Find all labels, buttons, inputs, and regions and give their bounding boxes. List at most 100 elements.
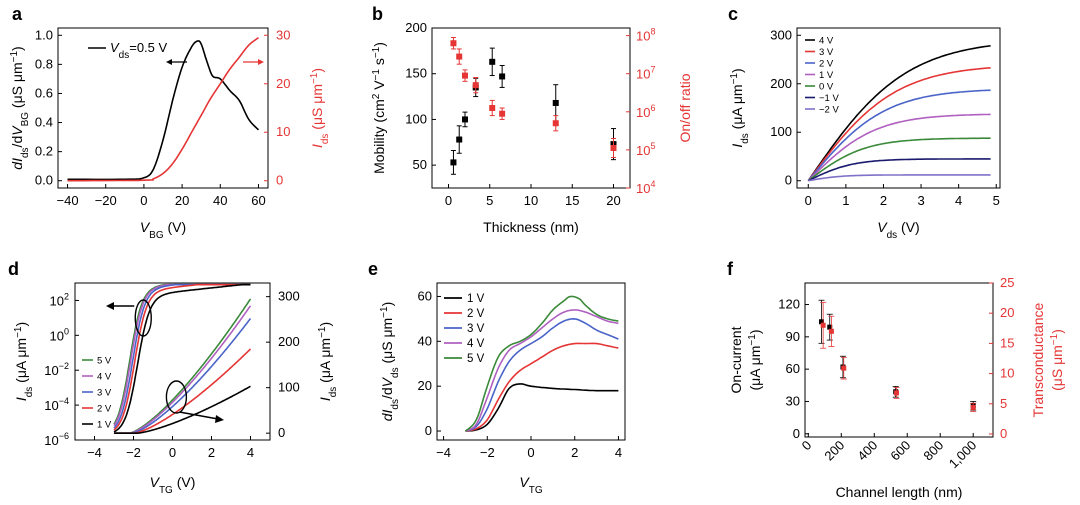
data-point <box>489 105 496 111</box>
x-tick-label: 0 <box>805 193 812 208</box>
y2-tick-label: 105 <box>636 141 655 158</box>
y2-tick-label: 100 <box>278 380 300 395</box>
log-transfer-curve <box>113 283 251 433</box>
y-tick-label: 300 <box>770 27 792 42</box>
y2-axis-label-units: (μS μm−1) <box>1049 329 1066 391</box>
y-axis-label-units: (μA μm−1) <box>747 330 764 391</box>
plot-frame <box>431 27 631 189</box>
x-tick-label: −40 <box>57 193 79 208</box>
x-tick-label: 600 <box>887 438 913 464</box>
y2-axis-label: Transconductance <box>1030 302 1046 417</box>
y-tick-label: 120 <box>778 297 800 312</box>
data-point <box>894 390 900 396</box>
y2-tick-label: 10 <box>276 124 290 139</box>
x-tick-label: 0 <box>799 438 815 454</box>
legend-label: 1 V <box>819 70 834 81</box>
conductance-curve <box>465 309 619 432</box>
legend-label: 1 V <box>97 420 112 431</box>
linear-transfer-curve <box>114 318 252 435</box>
y-tick-label: 100 <box>50 326 69 343</box>
y-tick-label: 30 <box>786 393 800 408</box>
marker-ellipse <box>165 380 188 414</box>
conductance-curve <box>465 383 619 432</box>
data-point <box>970 404 976 410</box>
x-tick-label: 0 <box>140 193 147 208</box>
x-axis-label: VBG (V) <box>140 219 186 241</box>
x-axis-label: Channel length (nm) <box>836 484 963 500</box>
x-tick-label: 4 <box>615 445 622 460</box>
y-tick-label: 200 <box>405 20 427 35</box>
y2-tick-label: 106 <box>636 103 655 120</box>
x-tick-label: 200 <box>821 438 847 464</box>
linear-transfer-curve <box>114 385 251 435</box>
data-point <box>462 116 468 123</box>
y2-tick-label: 104 <box>636 179 655 196</box>
y-tick-label: 10−4 <box>44 396 69 413</box>
x-tick-label: 40 <box>213 193 227 208</box>
data-point <box>499 110 506 117</box>
iv-curve <box>807 89 991 182</box>
y-tick-label: 102 <box>50 291 69 308</box>
y-axis-label: On-current <box>728 326 744 393</box>
data-point <box>610 145 617 151</box>
y-axis-label: Ids (μA μm−1) <box>13 322 35 401</box>
x-axis-label: VTG <box>519 474 542 496</box>
x-tick-label: −20 <box>95 193 117 208</box>
conductance-curve <box>465 342 619 432</box>
x-tick-label: 5 <box>993 193 1000 208</box>
y-tick-label: 20 <box>418 378 432 393</box>
legend-label: −2 V <box>819 105 839 116</box>
y-axis-label: dIds/dVBG (μS μm−1) <box>9 46 31 169</box>
y2-tick-label: 20 <box>1000 305 1014 320</box>
legend-label: 5 V <box>97 356 112 367</box>
series-line <box>67 40 260 181</box>
panel-d: d −4 −2 0 2 4 10−6 10−4 10−2 100 102 0 100 200 300 5 V 4… <box>8 259 339 496</box>
x-tick-label: 2 <box>880 193 887 208</box>
legend-label: 2 V <box>467 308 485 320</box>
x-tick-label: 60 <box>251 193 265 208</box>
plot-frame <box>796 27 1001 189</box>
x-tick-label: −2 <box>126 445 141 460</box>
y2-tick-label: 15 <box>1000 335 1014 350</box>
x-tick-label: 10 <box>524 193 538 208</box>
y2-tick-label: 108 <box>636 27 655 44</box>
x-tick-label: 15 <box>565 193 579 208</box>
x-tick-label: 4 <box>955 193 962 208</box>
y-tick-label: 10−2 <box>44 361 69 378</box>
linear-transfer-curve <box>114 305 252 435</box>
data-point <box>552 99 559 106</box>
conductance-curve <box>464 295 619 432</box>
y2-axis-label: Ids (μS μm−1) <box>309 68 331 148</box>
legend-label: 4 V <box>819 36 834 47</box>
legend-label: 2 V <box>97 404 112 415</box>
y2-tick-label: 10 <box>1000 366 1014 381</box>
iv-curve <box>807 45 991 182</box>
y-tick-label: 60 <box>786 361 800 376</box>
x-tick-label: 20 <box>606 193 620 208</box>
legend-label: 1 V <box>467 293 485 305</box>
y-tick-label: 0.4 <box>35 115 53 130</box>
y-tick-label: 150 <box>405 66 427 81</box>
conductance-curve <box>465 317 619 432</box>
legend-label: 4 V <box>97 372 112 383</box>
arrow-head <box>215 415 224 423</box>
marker-ellipse <box>134 299 152 337</box>
log-transfer-curve <box>113 283 251 429</box>
data-point <box>489 58 496 65</box>
iv-curve <box>807 137 991 182</box>
x-tick-label: 5 <box>486 193 493 208</box>
data-point <box>450 159 457 166</box>
y-tick-label: 50 <box>413 157 427 172</box>
y-tick-label: 0 <box>785 173 792 188</box>
x-tick-label: 3 <box>917 193 924 208</box>
y-tick-label: 0 <box>425 423 432 438</box>
iv-curve <box>808 174 991 182</box>
x-tick-label: 800 <box>920 438 946 464</box>
x-tick-label: 20 <box>175 193 189 208</box>
panel-b: b 0 5 10 15 20 50 100 150 200 104 105 106 107 108 Thick… <box>371 4 694 235</box>
y-tick-label: 0 <box>793 426 800 441</box>
y2-tick-label: 0 <box>276 173 283 188</box>
x-tick-label: 4 <box>247 445 254 460</box>
x-tick-label: 2 <box>208 445 215 460</box>
